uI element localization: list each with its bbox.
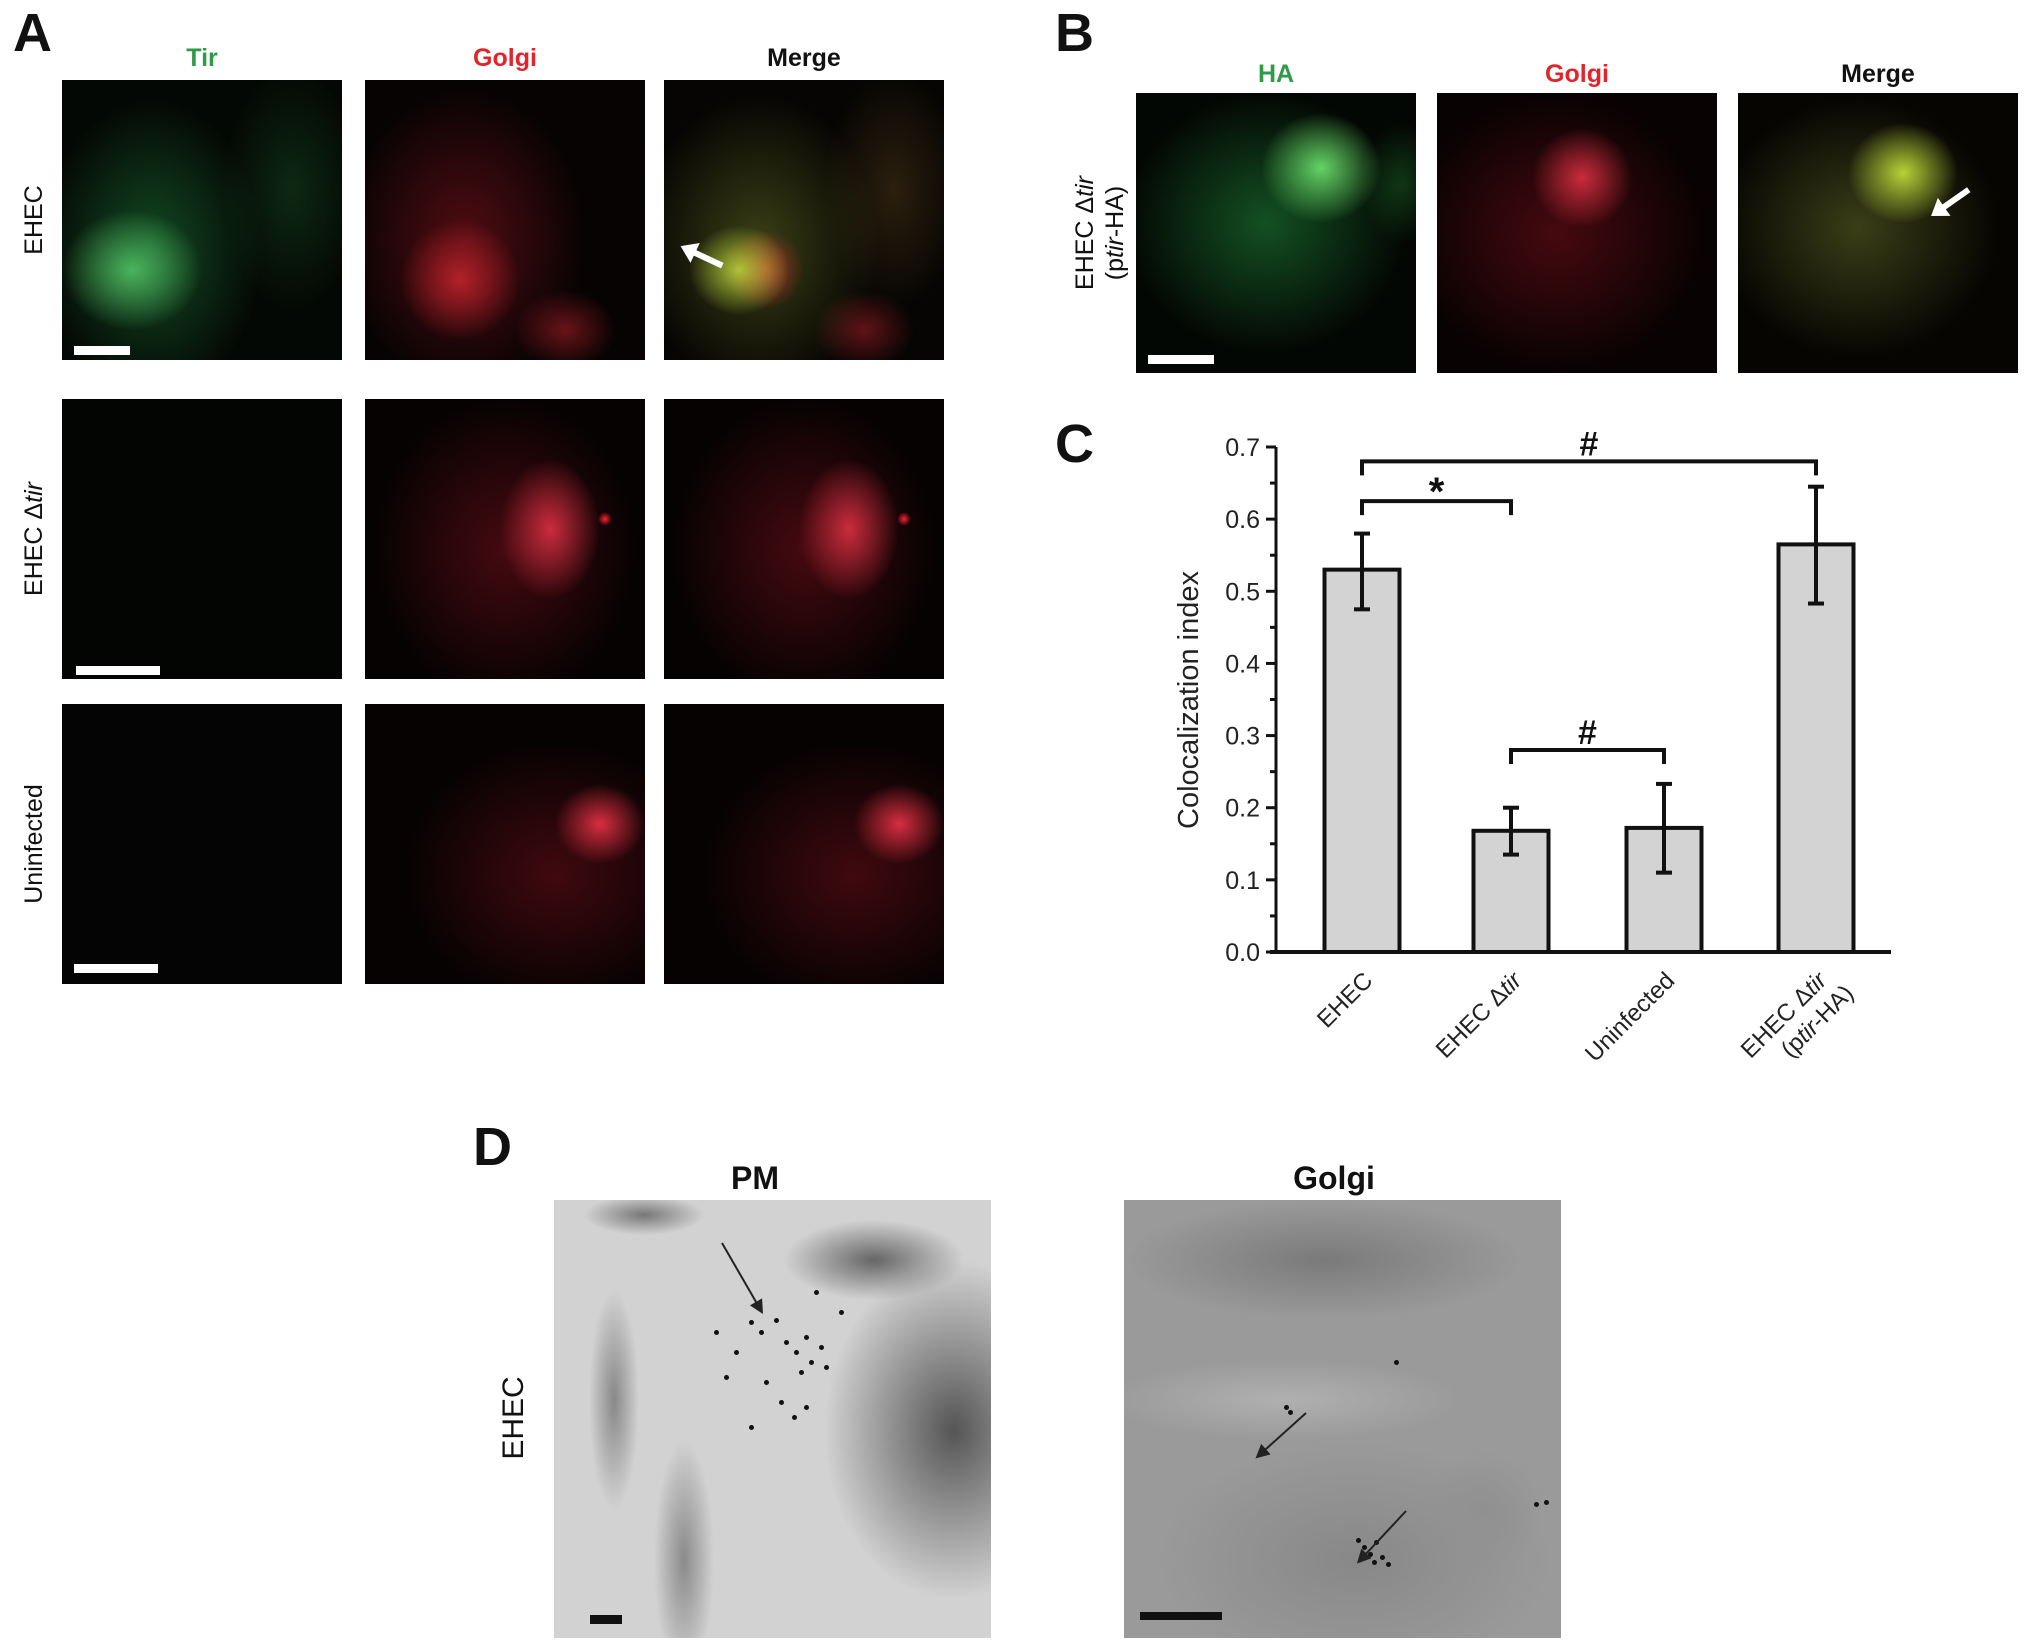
x-tick-label-text: EHEC: [1312, 967, 1378, 1033]
micrograph-ehec-golgi: [365, 80, 645, 360]
significance-symbol: #: [1580, 425, 1599, 463]
x-tick-label: EHEC Δtir: [1431, 966, 1528, 1063]
scale-bar: [76, 666, 160, 675]
gold-particle: [804, 1335, 809, 1340]
scale-bar: [1148, 355, 1214, 364]
panel-d-col-golgi: Golgi: [1293, 1160, 1375, 1196]
panel-a-row-ehec-dtir: EHEC Δtir: [20, 482, 48, 596]
gold-particle: [794, 1350, 799, 1355]
gold-particle: [724, 1375, 729, 1380]
significance-bracket: [1360, 499, 1513, 516]
panel-b-col-ha: HA: [1257, 60, 1295, 88]
panel-d-row-ehec: EHEC: [497, 1376, 530, 1460]
y-tick-label: 0.3: [1225, 723, 1260, 751]
gold-particle: [809, 1360, 814, 1365]
micrograph-b-golgi: [1437, 93, 1717, 373]
significance-bracket: [1509, 748, 1666, 764]
arrow-icon: [721, 1242, 763, 1313]
scale-bar: [1140, 1612, 1222, 1620]
panel-a-col-golgi: Golgi: [473, 44, 537, 72]
gold-particle: [1380, 1555, 1385, 1560]
gold-particle: [839, 1310, 844, 1315]
label-part: EHEC: [1312, 967, 1378, 1033]
significance-symbol: #: [1578, 714, 1597, 752]
gold-particle: [749, 1320, 754, 1325]
bar: [1322, 567, 1402, 954]
gold-particle: [1394, 1360, 1399, 1365]
micrograph-uninfected-merge: [664, 704, 944, 984]
gold-particle: [734, 1350, 739, 1355]
gold-particle: [1372, 1560, 1377, 1565]
y-axis-label: Colocalization index: [1173, 571, 1205, 829]
em-image-golgi: [1124, 1200, 1561, 1638]
micrograph-ehec-dtir-tir: [62, 399, 342, 679]
gold-particle: [1386, 1562, 1391, 1567]
micrograph-b-merge: [1738, 93, 2018, 373]
panel-a-label: A: [13, 3, 52, 63]
gold-particle: [1368, 1552, 1373, 1557]
micrograph-ehec-dtir-golgi: [365, 399, 645, 679]
gold-particle: [1288, 1410, 1293, 1415]
gold-particle: [792, 1415, 797, 1420]
gold-particle: [714, 1330, 719, 1335]
micrograph-uninfected-tir: [62, 704, 342, 984]
panel-b-label: B: [1055, 3, 1094, 63]
panel-b-row-label: EHEC Δtir (ptir-HA): [1071, 176, 1129, 290]
scale-bar: [74, 964, 158, 973]
micrograph-uninfected-golgi: [365, 704, 645, 984]
arrow-icon: [688, 247, 724, 269]
x-tick-label: Uninfected: [1580, 967, 1680, 1067]
gold-particle: [1284, 1405, 1289, 1410]
gold-particle: [1534, 1502, 1539, 1507]
panel-b-col-merge: Merge: [1841, 60, 1915, 88]
scale-bar: [590, 1615, 622, 1624]
panel-b-col-golgi: Golgi: [1545, 60, 1609, 88]
gold-particle: [1544, 1500, 1549, 1505]
gold-particle: [749, 1425, 754, 1430]
gold-particle: [774, 1318, 779, 1323]
micrograph-b-ha: [1136, 93, 1416, 373]
gold-particle: [764, 1380, 769, 1385]
y-tick-label: 0.5: [1225, 578, 1260, 606]
gold-particle: [804, 1405, 809, 1410]
gold-particle: [1362, 1545, 1367, 1550]
panel-a-col-tir: Tir: [186, 44, 218, 72]
x-tick-label-text: EHEC Δtir: [1431, 966, 1528, 1063]
panel-a-row-ehec: EHEC: [20, 185, 48, 255]
panel-c-label: C: [1055, 414, 1094, 474]
gold-particle: [779, 1400, 784, 1405]
gold-particle: [824, 1365, 829, 1370]
panel-d-label: D: [473, 1117, 512, 1177]
y-tick-label: 0.4: [1225, 650, 1260, 678]
em-image-pm: [554, 1200, 991, 1638]
micrograph-ehec-tir: [62, 80, 342, 360]
significance-bracket: [1360, 459, 1818, 476]
colocalization-bar-chart: Colocalization index 0.0 0.1 0.2 0.3 0.4 0.5 0…: [1173, 425, 1891, 1067]
y-tick-label: 0.2: [1225, 795, 1260, 823]
arrow-icon: [1256, 1412, 1307, 1458]
micrograph-ehec-dtir-merge: [664, 399, 944, 679]
significance-symbol: *: [1429, 470, 1445, 514]
gold-particle: [1356, 1538, 1361, 1543]
gold-particle: [799, 1370, 804, 1375]
arrow-icon: [1937, 187, 1971, 213]
y-tick-label: 0.1: [1225, 867, 1260, 895]
gold-particle: [819, 1345, 824, 1350]
gold-particle: [814, 1290, 819, 1295]
x-tick-label-text: Uninfected: [1580, 967, 1680, 1067]
panel-a-row-uninfected: Uninfected: [20, 784, 48, 904]
gold-particle: [784, 1340, 789, 1345]
y-tick-label: 0.7: [1225, 434, 1260, 462]
gold-particle: [759, 1330, 764, 1335]
x-tick-label: EHEC Δtir(ptir-HA): [1736, 966, 1859, 1063]
scale-bar: [74, 346, 130, 355]
panel-a-col-merge: Merge: [767, 44, 841, 72]
label-part: Uninfected: [1580, 967, 1680, 1067]
panel-d-col-pm: PM: [731, 1160, 779, 1196]
micrograph-ehec-merge: [664, 80, 944, 360]
y-tick-label: 0.6: [1225, 506, 1260, 534]
x-tick-label: EHEC: [1312, 967, 1378, 1033]
label-part: EHEC Δ: [1431, 981, 1513, 1063]
y-tick-label: 0.0: [1225, 939, 1260, 967]
